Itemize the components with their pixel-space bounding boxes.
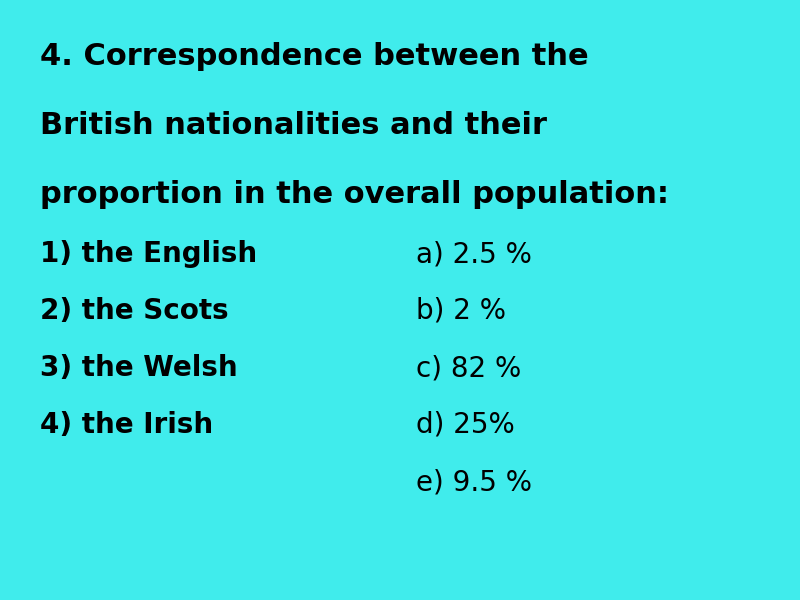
Text: 1) the English: 1) the English xyxy=(40,240,257,268)
Text: a) 2.5 %: a) 2.5 % xyxy=(416,240,532,268)
Text: 3) the Welsh: 3) the Welsh xyxy=(40,354,238,382)
Text: b) 2 %: b) 2 % xyxy=(416,297,506,325)
Text: 2) the Scots: 2) the Scots xyxy=(40,297,229,325)
Text: 4) the Irish: 4) the Irish xyxy=(40,411,213,439)
Text: British nationalities and their: British nationalities and their xyxy=(40,111,547,140)
Text: c) 82 %: c) 82 % xyxy=(416,354,522,382)
Text: e) 9.5 %: e) 9.5 % xyxy=(416,468,532,496)
Text: d) 25%: d) 25% xyxy=(416,411,514,439)
Text: proportion in the overall population:: proportion in the overall population: xyxy=(40,180,669,209)
Text: 4. Correspondence between the: 4. Correspondence between the xyxy=(40,42,589,71)
